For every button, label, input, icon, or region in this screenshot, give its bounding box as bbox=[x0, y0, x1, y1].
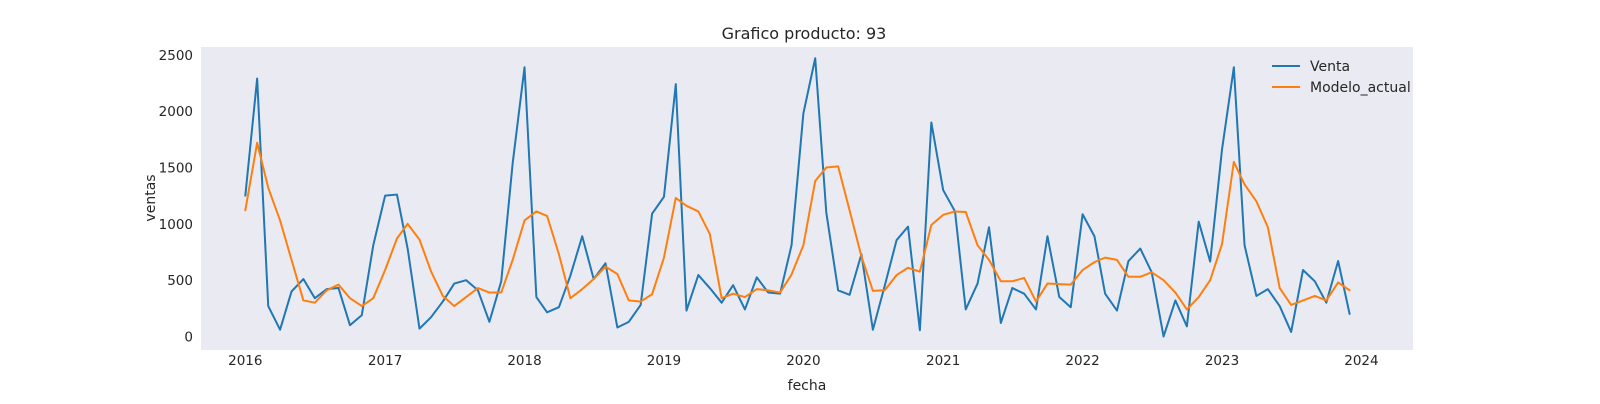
x-tick-label: 2024 bbox=[1344, 353, 1378, 369]
y-tick-label: 1500 bbox=[159, 161, 193, 177]
y-tick-label: 0 bbox=[184, 329, 193, 345]
x-axis-label: fecha bbox=[788, 378, 827, 394]
x-tick-label: 2023 bbox=[1205, 353, 1239, 369]
x-tick-label: 2016 bbox=[228, 353, 262, 369]
y-tick-label: 2500 bbox=[159, 48, 193, 64]
legend: Venta Modelo_actual bbox=[1272, 59, 1411, 96]
x-axis: 2016 2017 2018 2019 2020 2021 2022 2023 2024 bbox=[228, 353, 1378, 369]
y-tick-label: 1000 bbox=[159, 217, 193, 233]
y-axis-label: ventas bbox=[143, 174, 159, 221]
x-tick-label: 2021 bbox=[926, 353, 960, 369]
x-tick-label: 2017 bbox=[368, 353, 402, 369]
y-tick-label: 500 bbox=[167, 273, 193, 289]
y-tick-label: 2000 bbox=[159, 104, 193, 120]
series-line-venta bbox=[244, 57, 1351, 338]
series-layer bbox=[244, 57, 1351, 338]
legend-label: Venta bbox=[1310, 59, 1350, 75]
legend-label: Modelo_actual bbox=[1310, 80, 1411, 96]
x-tick-label: 2019 bbox=[647, 353, 681, 369]
chart-title: Grafico producto: 93 bbox=[722, 24, 887, 43]
series-line-modelo-actual bbox=[244, 141, 1351, 311]
x-tick-label: 2020 bbox=[786, 353, 820, 369]
x-tick-label: 2022 bbox=[1065, 353, 1099, 369]
x-tick-label: 2018 bbox=[507, 353, 541, 369]
y-axis: 0 500 1000 1500 2000 2500 bbox=[159, 48, 193, 346]
